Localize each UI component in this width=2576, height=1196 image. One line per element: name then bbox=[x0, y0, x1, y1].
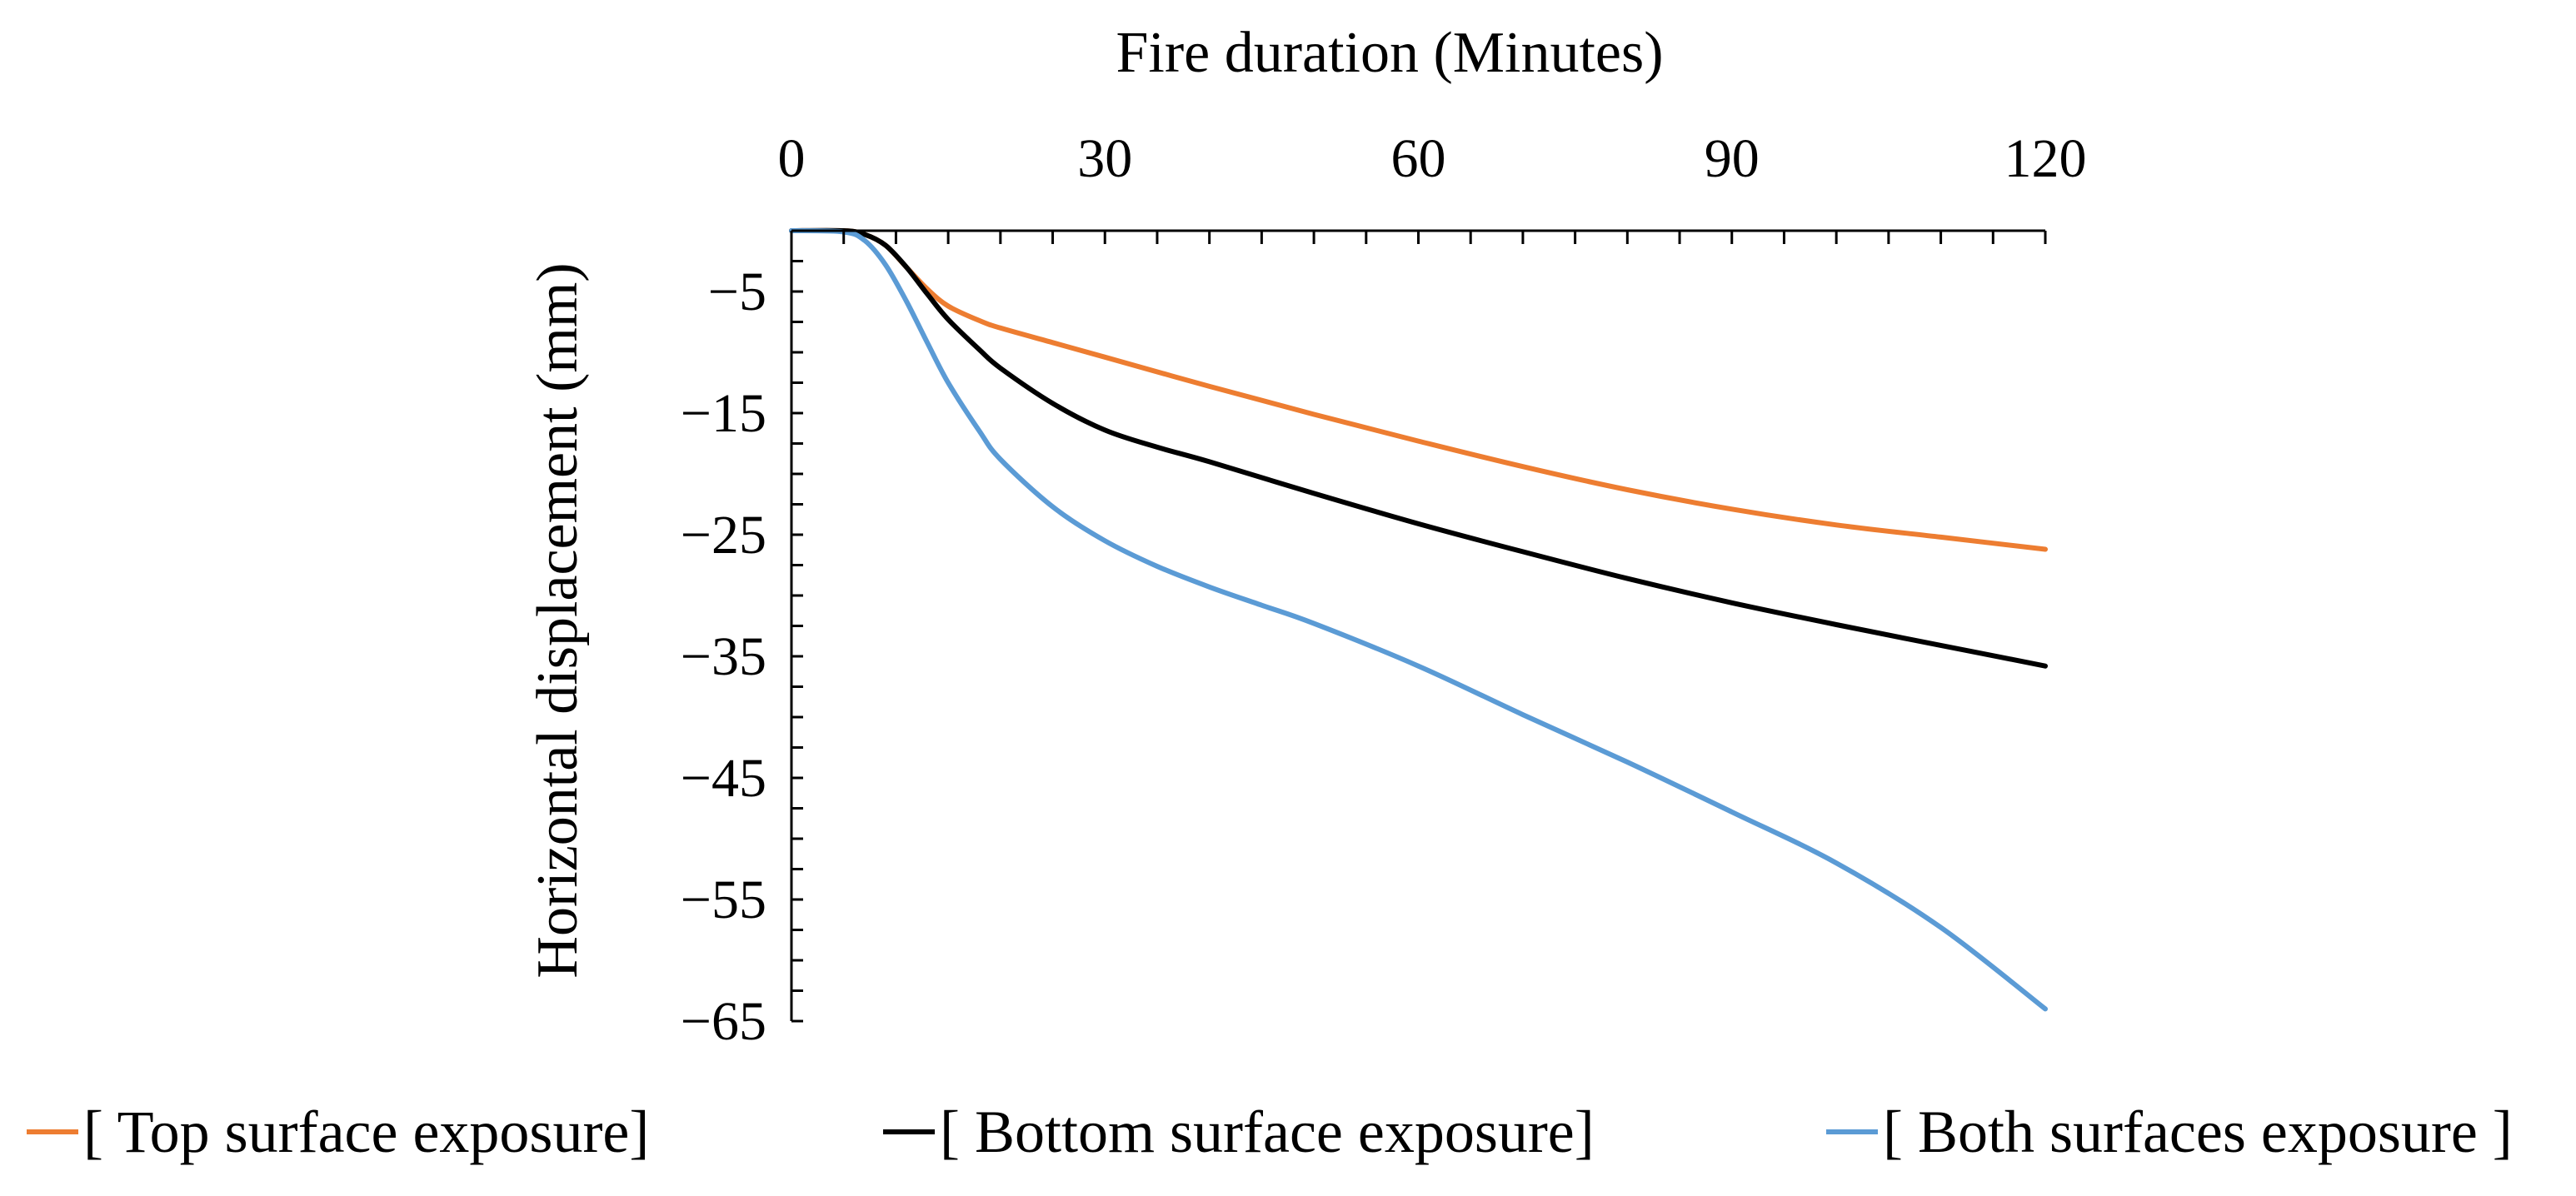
y-tick-label: −65 bbox=[681, 991, 766, 1052]
x-tick-label: 60 bbox=[1391, 128, 1446, 189]
legend-item: [ Both surfaces exposure ] bbox=[1826, 1099, 2513, 1165]
x-tick-label: 30 bbox=[1077, 128, 1132, 189]
y-axis-title: Horizontal displacement (mm) bbox=[526, 262, 590, 978]
x-tick-label: 90 bbox=[1705, 128, 1760, 189]
series-line-1 bbox=[789, 227, 2048, 552]
y-tick-label: −25 bbox=[681, 505, 766, 566]
y-minor-ticks bbox=[791, 229, 803, 1023]
series-line-2 bbox=[789, 227, 2048, 669]
series-line-3 bbox=[789, 228, 2048, 1012]
legend-item: [ Bottom surface exposure] bbox=[883, 1099, 1595, 1165]
legend: [ Top surface exposure] [ Bottom surface … bbox=[27, 1099, 2513, 1165]
y-tick-label: −55 bbox=[681, 870, 766, 930]
legend-label: [ Both surfaces exposure ] bbox=[1883, 1099, 2513, 1165]
x-minor-ticks bbox=[790, 231, 2047, 244]
plot-lines bbox=[789, 227, 2048, 1012]
x-tick-label: 120 bbox=[2004, 128, 2087, 189]
y-tick-labels: −5 −15 −25 −35 −45 −55 −65 bbox=[681, 262, 766, 1052]
axes: 0 30 60 90 120 −5 −15 −25 −35 −45 −55 −65 bbox=[681, 128, 2087, 1052]
x-axis-title: Fire duration (Minutes) bbox=[1116, 21, 1663, 85]
y-tick-label: −35 bbox=[681, 626, 766, 687]
y-tick-label: −45 bbox=[681, 748, 766, 809]
legend-label: [ Bottom surface exposure] bbox=[940, 1099, 1595, 1165]
legend-item: [ Top surface exposure] bbox=[27, 1099, 649, 1165]
legend-label: [ Top surface exposure] bbox=[83, 1099, 649, 1165]
x-tick-labels: 0 30 60 90 120 bbox=[778, 128, 2087, 189]
x-tick-label: 0 bbox=[778, 128, 806, 189]
y-tick-label: −15 bbox=[681, 383, 766, 444]
y-tick-label: −5 bbox=[708, 262, 766, 322]
